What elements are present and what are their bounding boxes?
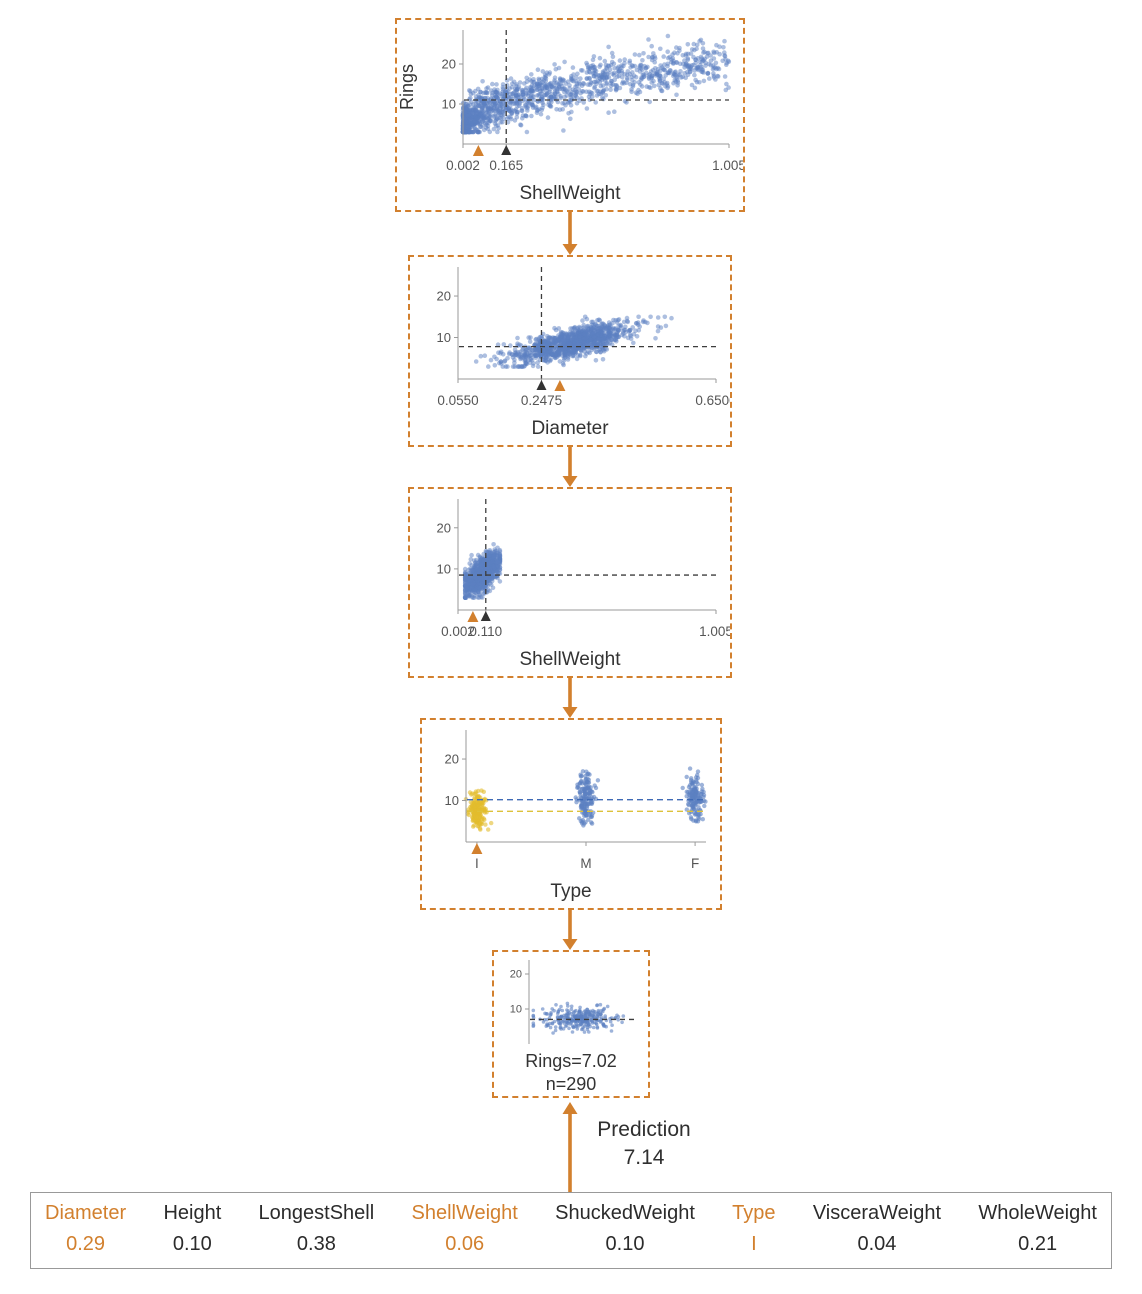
feature-column-height: Height 0.10 [163,1202,221,1256]
feature-value: 0.21 [1018,1233,1058,1255]
decision-node-type: 10 20 I M F Type [420,718,722,910]
svg-text:I: I [475,856,479,871]
svg-text:10: 10 [437,561,451,576]
feature-column-shellweight: ShellWeight 0.06 [412,1202,518,1256]
svg-text:10: 10 [510,1004,522,1016]
svg-text:M: M [580,856,591,871]
svg-text:10: 10 [445,793,459,808]
feature-column-visceraweight: VisceraWeight 0.04 [813,1202,941,1256]
decision-node-shellweight-2: 10 20 0.002 0.110 1.005 ShellWeight [408,487,732,678]
svg-text:0.6500: 0.6500 [695,393,730,408]
arrow-down-icon [562,678,578,718]
feature-name: ShellWeight [411,1202,518,1224]
leaf-prediction-label: Rings=7.02 [525,1051,617,1071]
svg-text:20: 20 [437,520,451,535]
feature-name: ShuckedWeight [555,1202,695,1224]
feature-column-diameter: Diameter 0.29 [45,1202,126,1256]
x-axis-label: Type [550,881,592,902]
arrow-down-icon [562,447,578,487]
feature-value: 0.10 [172,1233,212,1255]
svg-text:10: 10 [437,330,451,345]
decision-node-shellweight-root: 10 20 0.002 0.165 1.005 Rings ShellWeight [395,18,745,212]
feature-value: 0.38 [296,1233,336,1255]
svg-text:Rings: Rings [397,64,417,110]
prediction-arrow-up-icon [562,1102,578,1192]
feature-column-wholeweight: WholeWeight 0.21 [978,1202,1097,1256]
x-axis-label: ShellWeight [519,649,621,670]
feature-column-longestshell: LongestShell 0.38 [259,1202,375,1256]
leaf-sample-count: n=290 [545,1074,597,1094]
svg-text:20: 20 [445,752,459,767]
svg-text:1.005: 1.005 [699,624,730,639]
feature-column-shuckedweight: ShuckedWeight 0.10 [555,1202,695,1256]
feature-name: Height [163,1202,222,1224]
svg-text:0.165: 0.165 [489,158,523,173]
feature-name: VisceraWeight [812,1202,942,1224]
feature-value: 0.10 [605,1233,645,1255]
svg-text:F: F [691,856,699,871]
leaf-node: 10 20 Rings=7.02 n=290 [492,950,650,1098]
feature-name: Type [732,1202,776,1224]
feature-column-type: Type I [732,1202,775,1256]
feature-name: WholeWeight [978,1202,1097,1224]
svg-text:0.2475: 0.2475 [521,393,562,408]
svg-text:20: 20 [442,57,456,72]
svg-text:10: 10 [442,97,456,112]
svg-text:0.110: 0.110 [469,624,502,639]
x-axis-label: Diameter [531,418,609,439]
arrow-down-icon [562,212,578,255]
scatter-plot-shellweight-vs-rings: 10 20 0.002 0.165 1.005 Rings [397,30,743,173]
svg-text:20: 20 [437,289,451,304]
svg-text:0.0550: 0.0550 [437,393,478,408]
svg-text:1.005: 1.005 [712,158,743,173]
feature-value: 0.06 [445,1233,485,1255]
feature-table: Diameter 0.29 Height 0.10 LongestShell 0… [30,1192,1112,1269]
x-axis-label: ShellWeight [519,183,621,204]
prediction-block: Prediction 7.14 [580,1116,708,1172]
scatter-plot-diameter-vs-rings: 10 20 0.0550 0.2475 0.6500 [437,267,730,408]
arrow-down-icon [562,910,578,950]
feature-value: 0.29 [66,1233,106,1255]
feature-name: LongestShell [258,1202,375,1224]
feature-value: 0.04 [857,1233,897,1255]
prediction-label: Prediction [597,1118,691,1141]
svg-text:20: 20 [510,969,522,981]
feature-name: Diameter [45,1202,127,1224]
strip-plot-type-vs-rings: 10 20 I M F [445,730,708,871]
svg-text:0.002: 0.002 [441,624,475,639]
prediction-value: 7.14 [623,1146,665,1169]
decision-node-diameter: 10 20 0.0550 0.2475 0.6500 Diameter [408,255,732,447]
leaf-scatter-plot: 10 20 [510,960,637,1044]
svg-text:0.002: 0.002 [446,158,480,173]
feature-value: I [751,1233,757,1255]
